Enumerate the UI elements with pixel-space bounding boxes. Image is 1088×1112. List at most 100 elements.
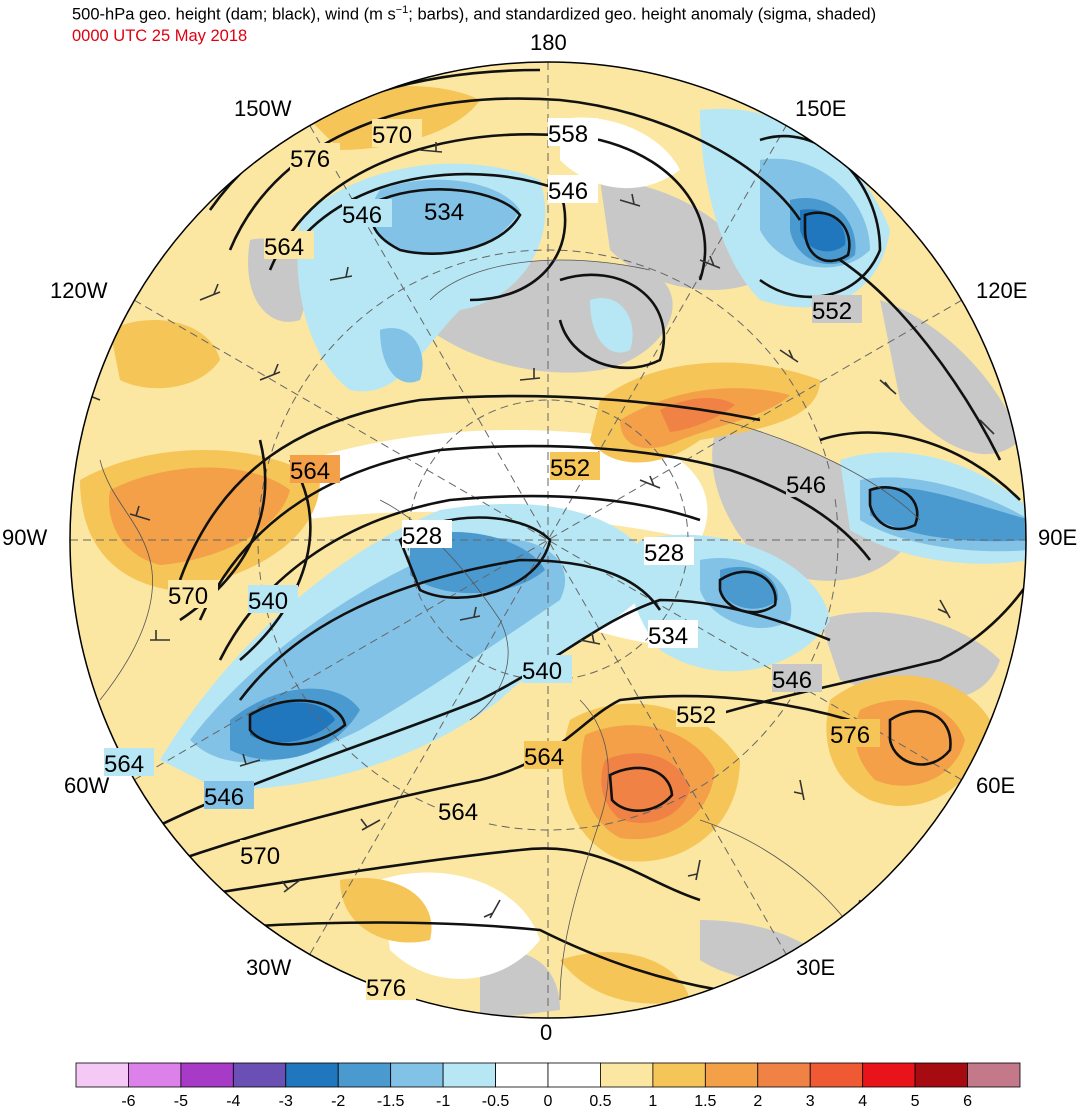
anomaly-negative	[590, 298, 633, 353]
colorbar-tick-label: -5	[173, 1093, 188, 1110]
anomaly-negative	[380, 328, 423, 383]
contour-label: 570	[240, 843, 280, 870]
colorbar-tick-label: 4	[858, 1093, 868, 1110]
contour-label-bg	[522, 655, 572, 683]
contour-label-bg	[248, 585, 298, 613]
anomaly-negative-strong	[800, 209, 846, 252]
contour-label: 564	[524, 744, 564, 771]
contour-label-bg	[786, 469, 836, 497]
contour-label: 576	[830, 722, 870, 749]
contour-label: 546	[342, 202, 382, 229]
lon-label-90e: 90E	[1038, 525, 1078, 550]
colorbar-swatch	[967, 1062, 1021, 1088]
anomaly-positive	[560, 952, 690, 1004]
colorbar-swatch	[337, 1062, 392, 1088]
contour-label-bg	[830, 719, 880, 747]
contour-label: 540	[248, 588, 288, 615]
colorbar-swatch	[390, 1062, 444, 1088]
colorbar-swatch	[442, 1062, 496, 1088]
colorbar-swatch	[652, 1062, 706, 1088]
contour-label-bg	[204, 781, 254, 809]
contour-label: 564	[438, 799, 478, 826]
coastlines	[99, 259, 921, 1001]
lon-label-90w: 90W	[2, 525, 48, 550]
colorbar-swatch	[180, 1062, 234, 1088]
contour-label-bg	[644, 537, 694, 565]
contour-label-bg	[104, 748, 154, 776]
lon-label-150w: 150W	[234, 96, 292, 121]
colorbar-swatch	[495, 1062, 549, 1088]
contour-label: 546	[786, 472, 826, 499]
lon-label-150e: 150E	[795, 96, 847, 121]
wind-barbs	[79, 142, 995, 919]
contour-label-bg	[168, 580, 218, 608]
contour-label: 570	[168, 583, 208, 610]
anomaly-neutral	[280, 430, 708, 540]
colorbar-tick-label: -0.5	[481, 1093, 510, 1110]
contour-label: 546	[204, 784, 244, 811]
contour-label: 552	[812, 298, 852, 325]
contour-label: 534	[424, 199, 464, 226]
contour-label-bg	[548, 175, 598, 203]
contour-label-bg	[372, 119, 422, 147]
lon-label-120w: 120W	[50, 278, 108, 303]
anomaly-positive	[109, 467, 290, 565]
land-region	[712, 420, 920, 581]
colorbar-tick-label: -4	[226, 1093, 241, 1110]
contour-label-bg	[648, 620, 698, 648]
colorbar-swatch	[704, 1062, 759, 1088]
contour-label: 564	[290, 458, 330, 485]
globe-outline	[69, 61, 1027, 1019]
colorbar-tick-label: -1.5	[376, 1093, 405, 1110]
colorbar-swatch	[232, 1062, 287, 1088]
colorbar-tick-label: 6	[963, 1093, 972, 1110]
anomaly-negative-strong	[250, 702, 335, 743]
contour-label-bg	[524, 741, 574, 769]
colorbar-tick-label: 3	[805, 1093, 815, 1110]
contour-label: 552	[676, 702, 716, 729]
colorbar-swatch	[75, 1062, 129, 1088]
colorbar-tick-label: 1.5	[694, 1093, 717, 1110]
contour-label: 576	[290, 146, 330, 173]
contour-label: 558	[548, 121, 588, 148]
lon-label-30w: 30W	[246, 955, 292, 980]
contour-label-group: 570 558 576 546 534 564 552 546 552 528 …	[104, 118, 880, 1002]
lon-label-60e: 60E	[976, 773, 1016, 798]
map-field	[70, 62, 1026, 1018]
lon-label-180: 180	[530, 30, 567, 55]
contour-label: 576	[366, 975, 406, 1002]
colorbar-swatch	[600, 1062, 654, 1088]
colorbar-swatch	[547, 1062, 601, 1088]
colorbar-tick-label: -1	[435, 1093, 451, 1110]
contour-label: 540	[522, 658, 562, 685]
colorbar-swatch	[128, 1062, 182, 1088]
colorbar-swatch	[862, 1062, 916, 1088]
contour-label-bg	[676, 699, 726, 727]
colorbar-tick-label: 0.5	[589, 1093, 612, 1110]
contour-label: 570	[372, 122, 412, 149]
colorbar-tick-label: -3	[278, 1093, 293, 1110]
contour-label-bg	[366, 972, 416, 1000]
colorbar-tick-label: -2	[331, 1093, 346, 1110]
contour-label: 528	[402, 523, 442, 550]
anomaly-positive	[110, 320, 220, 389]
contour-label: 564	[104, 751, 144, 778]
contour-label-bg	[290, 455, 340, 483]
contour-label: 552	[550, 455, 590, 482]
colorbar-swatch	[757, 1062, 811, 1088]
contour-label-bg	[342, 199, 392, 227]
lon-label-0: 0	[540, 1020, 553, 1045]
anomaly-positive	[855, 700, 965, 786]
colorbar-swatch	[285, 1062, 339, 1088]
contour-label: 546	[772, 667, 812, 694]
contour-label-bg	[290, 143, 340, 171]
contour-label-bg	[438, 796, 488, 824]
contour-label-bg	[424, 196, 474, 224]
land-region	[600, 180, 760, 290]
contour-label-bg	[812, 295, 862, 323]
lon-label-60w: 60W	[64, 773, 110, 798]
colorbar-tick-label: 5	[910, 1093, 920, 1110]
colorbar-swatch	[914, 1062, 968, 1088]
map-title: 500-hPa geo. height (dam; black), wind (…	[72, 4, 877, 24]
contour-label-bg	[550, 452, 600, 480]
